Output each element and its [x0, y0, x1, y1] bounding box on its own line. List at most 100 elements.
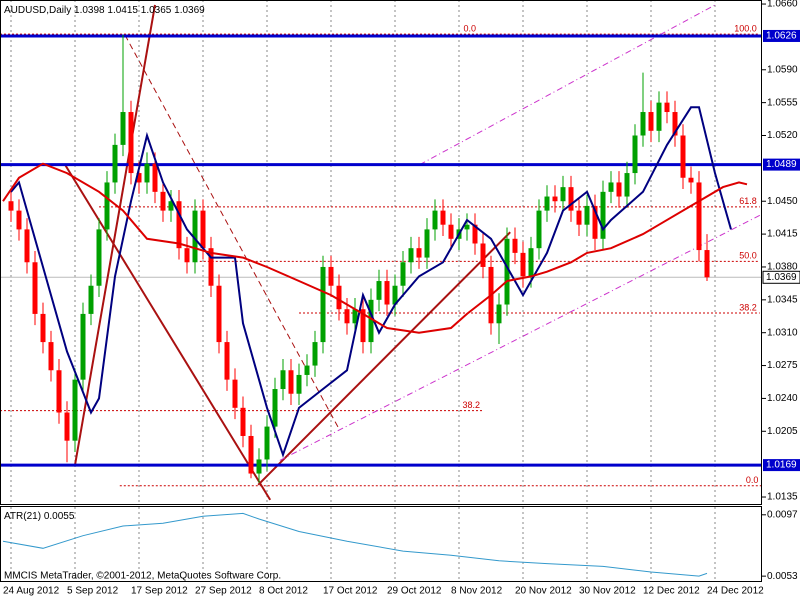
- candle-body: [144, 163, 150, 183]
- candle-body: [264, 426, 270, 460]
- y-tick-label: 1.0450: [767, 196, 798, 207]
- price-label: 1.0489: [766, 159, 797, 170]
- x-tick-label: 27 Sep 2012: [195, 586, 252, 597]
- candle-body: [472, 224, 478, 244]
- trendline: [279, 214, 761, 461]
- x-tick-label: 29 Oct 2012: [387, 586, 442, 597]
- candle-body: [208, 248, 214, 286]
- candle-body: [120, 112, 126, 145]
- current-price-box: [762, 270, 800, 284]
- atr-value: 0.0055: [44, 511, 75, 522]
- moving-average: [2, 162, 748, 334]
- y-tick-label: 0.0097: [767, 509, 798, 520]
- price-label: 1.0626: [766, 31, 797, 42]
- candle-body: [600, 191, 606, 239]
- candle-body: [288, 370, 294, 394]
- candle-body: [136, 173, 142, 183]
- candle-body: [496, 304, 502, 324]
- candle-body: [88, 285, 94, 314]
- candle-body: [56, 370, 62, 413]
- current-price-label: 1.0369: [766, 272, 797, 283]
- candle-body: [104, 182, 110, 230]
- moving-average: [10, 106, 732, 458]
- candle-body: [552, 196, 558, 202]
- symbol: AUDUSD,Daily: [4, 5, 71, 16]
- trendline: [74, 4, 156, 466]
- candle-body: [192, 210, 198, 263]
- candle-body: [160, 191, 166, 211]
- candle-body: [320, 266, 326, 343]
- candle-body: [32, 262, 38, 314]
- y-tick-label: 0.0053: [767, 571, 798, 582]
- candle-body: [656, 102, 662, 131]
- candle-body: [40, 313, 46, 343]
- candle-body: [368, 299, 374, 343]
- candle-body: [704, 250, 710, 278]
- candle-body: [400, 262, 406, 286]
- candle-body: [16, 210, 22, 230]
- candle-body: [304, 365, 310, 375]
- candle-body: [80, 313, 86, 380]
- price-label-box: [763, 459, 800, 472]
- x-tick-label: 8 Oct 2012: [259, 586, 308, 597]
- x-tick-label: 20 Nov 2012: [515, 586, 572, 597]
- candle-body: [448, 224, 454, 239]
- candle-body: [176, 201, 182, 249]
- fib-label: 38.2: [462, 400, 480, 410]
- open: 1.0398: [74, 5, 105, 16]
- candle-body: [664, 102, 670, 113]
- fib-label: 100.0: [734, 23, 757, 33]
- y-tick-label: 1.0275: [767, 360, 798, 371]
- candle-body: [344, 309, 350, 324]
- x-tick-label: 12 Dec 2012: [643, 586, 700, 597]
- y-tick-label: 1.0310: [767, 327, 798, 338]
- atr-header: ATR(21) 0.0055: [4, 511, 75, 522]
- y-tick-label: 1.0520: [767, 130, 798, 141]
- x-tick-label: 30 Nov 2012: [579, 586, 636, 597]
- candle-body: [232, 379, 238, 408]
- x-tick-label: 5 Sep 2012: [67, 586, 119, 597]
- candle-body: [560, 187, 566, 202]
- candle-body: [280, 370, 286, 390]
- atr-pane-frame: [0, 506, 762, 582]
- candle-body: [48, 342, 54, 371]
- candle-body: [512, 238, 518, 253]
- plot-area: 0.0 100.0 61.8 50.0 38.2 38.2 0.0: [0, 0, 762, 582]
- close: 1.0369: [174, 5, 205, 16]
- candle-body: [24, 229, 30, 263]
- fib-label: 38.2: [739, 302, 757, 312]
- candle-body: [648, 112, 654, 131]
- candle-body: [464, 224, 470, 230]
- x-tick-label: 17 Oct 2012: [323, 586, 378, 597]
- candle-body: [96, 229, 102, 286]
- y-tick-label: 1.0590: [767, 64, 798, 75]
- candle-body: [680, 135, 686, 178]
- price-pane-frame: [0, 0, 762, 505]
- candle-body: [528, 248, 534, 277]
- symbol-header: AUDUSD,Daily 1.0398 1.0415 1.0365 1.0369: [4, 5, 205, 16]
- x-tick-label: 24 Aug 2012: [3, 586, 60, 597]
- candle-body: [592, 205, 598, 239]
- candle-body: [576, 210, 582, 225]
- candle-body: [392, 285, 398, 305]
- x-tick-label: 24 Dec 2012: [707, 586, 764, 597]
- y-tick-label: 1.0345: [767, 294, 798, 305]
- candle-body: [544, 196, 550, 211]
- candle-body: [480, 243, 486, 267]
- candle-body: [520, 252, 526, 277]
- high: 1.0415: [107, 5, 138, 16]
- candle-body: [256, 459, 262, 474]
- y-tick-label: 1.0380: [767, 262, 798, 273]
- candle-body: [168, 201, 174, 211]
- candle-body: [672, 112, 678, 136]
- candle-body: [432, 210, 438, 230]
- candle-body: [376, 281, 382, 300]
- candle-body: [248, 435, 254, 474]
- candle-body: [328, 266, 334, 286]
- candle-body: [384, 281, 390, 305]
- candle-body: [616, 182, 622, 197]
- trendline: [124, 34, 341, 431]
- y-tick-label: 1.0660: [767, 0, 798, 10]
